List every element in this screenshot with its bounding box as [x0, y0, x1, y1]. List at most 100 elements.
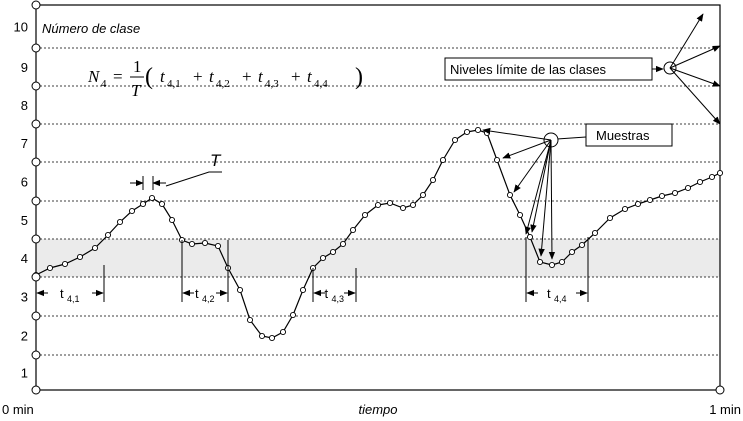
sample	[214, 242, 222, 250]
class-band	[36, 239, 720, 277]
sample	[46, 264, 54, 272]
samples-label: Muestras	[596, 128, 650, 143]
limit-node	[31, 0, 41, 10]
x-start: 0 min	[2, 402, 34, 417]
limit-node	[31, 196, 41, 206]
samples-arrow	[548, 139, 556, 260]
formula-lhs-sub: 4	[101, 78, 107, 90]
sample	[361, 211, 369, 219]
formula-term: t	[209, 67, 215, 86]
sample	[188, 240, 196, 248]
sample	[646, 196, 654, 204]
limit-node	[31, 234, 41, 244]
sample	[716, 169, 724, 177]
sample	[168, 216, 176, 224]
limits-arrow	[669, 45, 721, 69]
limit-node	[715, 385, 725, 395]
samples-arrow	[524, 139, 552, 235]
sample	[621, 205, 629, 213]
sample	[708, 173, 716, 181]
sample	[493, 156, 501, 164]
interval-label: t	[195, 286, 199, 301]
samples-arrow	[482, 127, 552, 141]
sample	[419, 191, 427, 199]
y-axis-label: Número de clase	[42, 21, 140, 36]
limit-node	[31, 350, 41, 360]
interval-label-sub: 4,4	[554, 294, 567, 304]
sample	[236, 286, 244, 294]
sample	[104, 231, 112, 239]
sample	[61, 260, 69, 268]
sample	[451, 136, 459, 144]
sample	[246, 316, 254, 324]
sample	[634, 200, 642, 208]
limit-node	[31, 81, 41, 91]
interval-label: t	[325, 286, 329, 301]
class-number: 1	[21, 366, 28, 381]
period-leader	[165, 171, 222, 187]
interval-label: t	[547, 286, 551, 301]
samples-arrow	[538, 139, 552, 257]
sample	[258, 332, 266, 340]
limit-node	[31, 385, 41, 395]
sample	[158, 200, 166, 208]
sample	[578, 241, 586, 249]
sample	[299, 286, 307, 294]
sample	[463, 128, 471, 136]
sample	[548, 261, 556, 269]
sample	[128, 207, 136, 215]
sample	[568, 248, 576, 256]
class-number: 6	[21, 175, 28, 190]
formula-den: T	[131, 81, 142, 100]
sample	[349, 226, 357, 234]
limit-node	[31, 43, 41, 53]
limits-arrow	[669, 13, 704, 69]
class-number: 8	[21, 98, 28, 113]
limit-node	[31, 272, 41, 282]
formula-term-sub: 4,1	[167, 78, 181, 90]
sample	[148, 194, 156, 202]
formula-plus: +	[242, 67, 252, 86]
class-number: 3	[21, 290, 28, 305]
sample	[116, 218, 124, 226]
formula-num: 1	[133, 57, 142, 76]
samples-leader	[556, 136, 587, 140]
period-label: T	[210, 151, 222, 170]
sample	[658, 192, 666, 200]
interval-label-sub: 4,3	[332, 294, 345, 304]
formula-eq: =	[113, 67, 123, 86]
class-number: 4	[21, 251, 28, 266]
sample	[201, 239, 209, 247]
sample	[536, 258, 544, 266]
sample	[329, 248, 337, 256]
formula: N 4 = 1 T ( t 4,1 + t 4,2 + t 4,3 + t 4,4 )	[87, 57, 363, 100]
class-number: 9	[21, 60, 28, 75]
samples-box	[585, 123, 673, 147]
sample	[429, 176, 437, 184]
sample	[374, 201, 382, 209]
sample	[91, 244, 99, 252]
samples-arrow	[530, 139, 552, 233]
formula-term: t	[307, 67, 313, 86]
formula-close: )	[355, 64, 363, 90]
formula-plus: +	[291, 67, 301, 86]
class-number: 10	[14, 20, 28, 35]
formula-term: t	[160, 67, 166, 86]
samples-arrow	[513, 139, 552, 193]
samples-arrow	[502, 139, 552, 159]
limit-node	[31, 311, 41, 321]
limits-label: Niveles límite de las clases	[450, 62, 607, 77]
sample	[696, 178, 704, 186]
formula-term-sub: 4,3	[265, 78, 279, 90]
x-axis-label: tiempo	[358, 402, 397, 417]
sample	[399, 204, 407, 212]
interval-label: t	[60, 286, 64, 301]
sample	[268, 334, 276, 342]
sample	[526, 233, 534, 241]
sample	[558, 258, 566, 266]
limit-node	[31, 157, 41, 167]
sample	[319, 254, 327, 262]
formula-open: (	[145, 64, 153, 90]
class-number: 2	[21, 329, 28, 344]
formula-term-sub: 4,4	[314, 78, 328, 90]
